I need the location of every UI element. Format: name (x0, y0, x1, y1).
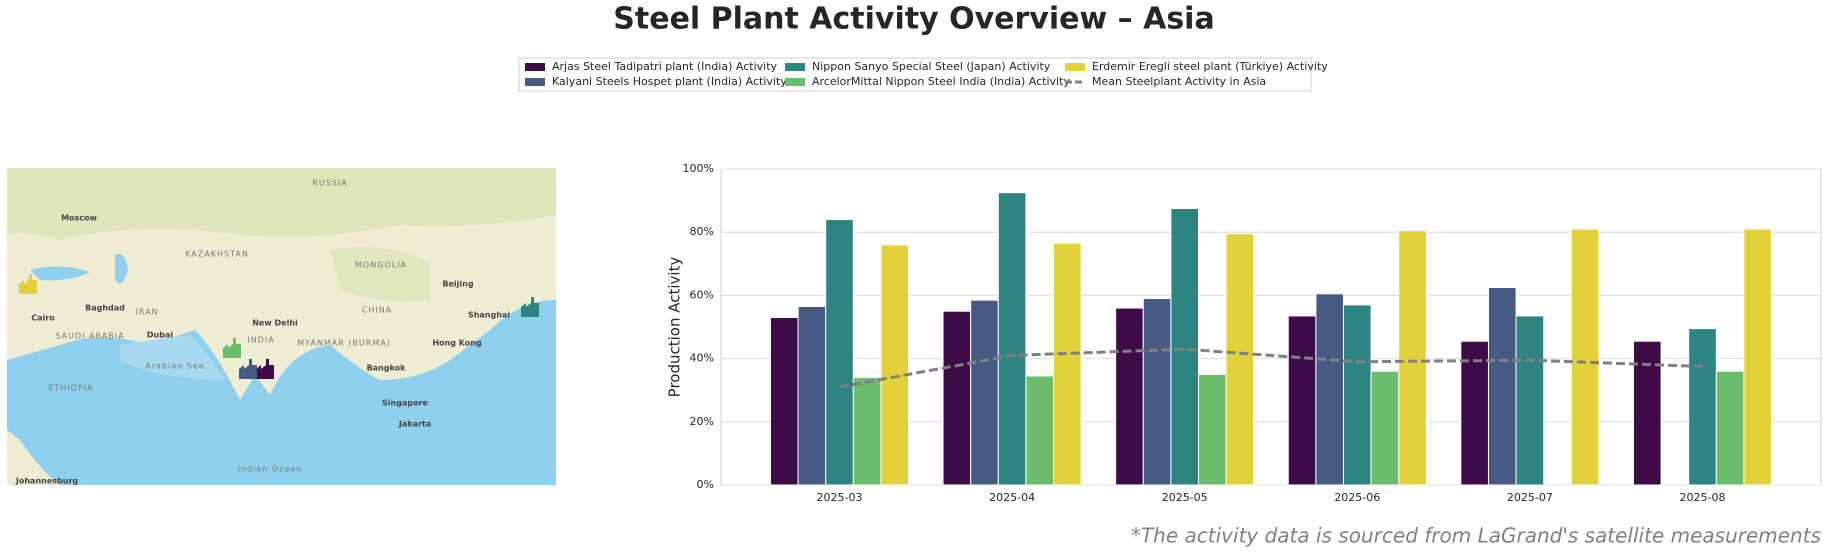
legend-label: ArcelorMittal Nippon Steel India (India)… (812, 75, 1070, 88)
map-label: Cairo (31, 314, 55, 323)
bar (997, 192, 1027, 486)
bar (1487, 287, 1517, 486)
map-label: Baghdad (85, 304, 125, 313)
legend-label: Mean Steelplant Activity in Asia (1092, 75, 1266, 88)
plant-icon (521, 297, 539, 317)
map-label: SAUDI ARABIA (55, 332, 124, 341)
map-label: RUSSIA (312, 179, 347, 188)
bar (1287, 315, 1317, 486)
bar (1025, 375, 1055, 486)
bar (1170, 208, 1200, 486)
map-region (330, 246, 430, 302)
map-label: MONGOLIA (355, 261, 407, 270)
legend-swatch (1065, 63, 1085, 71)
y-axis-label: Production Activity (666, 257, 684, 398)
map-caspian (115, 254, 128, 284)
map-label: IRAN (135, 308, 158, 317)
y-tick-label: 40% (690, 352, 714, 365)
y-tick-label: 100% (683, 162, 714, 175)
bar (1743, 228, 1773, 486)
footnote: *The activity data is sourced from LaGra… (1131, 524, 1821, 548)
plant-icon (19, 274, 37, 294)
mean-line (839, 347, 1703, 389)
map-japan (509, 246, 540, 300)
map-label: Bangkok (367, 364, 407, 373)
map-steppe (7, 168, 556, 240)
map-label: MYANMAR (BURMA) (297, 339, 391, 348)
map-arabian-sea (120, 335, 225, 380)
map-label: CHINA (362, 306, 392, 315)
map-label: Arabian Sea (145, 362, 204, 371)
map-label: Hong Kong (432, 339, 482, 348)
map-label: Singapore (382, 399, 428, 408)
x-tick-label: 2025-07 (1507, 491, 1553, 504)
map-label: INDIA (247, 336, 274, 345)
map-label: Dubai (147, 331, 173, 340)
bar (1570, 228, 1600, 486)
y-tick-label: 80% (690, 225, 714, 238)
legend-box (518, 57, 1312, 92)
map-label: KAZAKHSTAN (185, 250, 249, 259)
bar (769, 317, 799, 486)
map-label: New Delhi (252, 319, 298, 328)
bar (1370, 370, 1400, 486)
map: RUSSIA Moscow KAZAKHSTAN MONGOLIA Beijing CHI… (7, 168, 556, 486)
x-tick-label: 2025-06 (1334, 491, 1380, 504)
bar (942, 310, 972, 486)
bar (1715, 370, 1745, 486)
bar (1142, 298, 1172, 486)
y-tick-label: 60% (690, 288, 714, 301)
bar (1315, 293, 1344, 486)
x-tick-label: 2025-03 (817, 491, 863, 504)
legend-label: Arjas Steel Tadipatri plant (India) Acti… (552, 60, 778, 73)
map-label: Moscow (61, 214, 97, 223)
plant-icon (256, 359, 274, 379)
y-tick-label: 20% (690, 415, 714, 428)
map-label: ETHIOPIA (48, 384, 93, 393)
plant-icon (223, 338, 241, 358)
map-label: Shanghai (468, 311, 510, 320)
bar (970, 299, 999, 486)
plant-icon (239, 359, 257, 379)
plant-icons (19, 274, 539, 379)
bar (825, 219, 854, 486)
bar (1198, 373, 1227, 486)
bar (1688, 328, 1717, 486)
legend-label: Kalyani Steels Hospet plant (India) Acti… (552, 75, 787, 88)
y-tick-label: 0% (697, 478, 714, 491)
map-label: Johannesburg (15, 477, 79, 486)
legend-swatch (525, 78, 545, 86)
bar (880, 244, 910, 486)
bar (852, 377, 882, 486)
legend-swatch (525, 63, 545, 71)
map-label: Indian Ocean (238, 465, 303, 474)
bar (1342, 304, 1372, 486)
map-label: Beijing (442, 280, 473, 289)
x-tick-label: 2025-05 (1162, 491, 1208, 504)
bar (1225, 233, 1255, 486)
x-tick-label: 2025-08 (1680, 491, 1726, 504)
legend-label: Erdemir Eregli steel plant (Türkiye) Act… (1092, 60, 1328, 73)
legend-swatch (785, 78, 805, 86)
map-label: Jakarta (398, 420, 431, 429)
chart-title: Steel Plant Activity Overview – Asia (613, 2, 1214, 37)
bar (797, 305, 827, 486)
bar (1115, 307, 1144, 486)
bar (1398, 230, 1427, 486)
x-tick-label: 2025-04 (989, 491, 1035, 504)
bar (1053, 242, 1082, 486)
legend-swatch (785, 63, 805, 71)
bar (1460, 340, 1489, 486)
legend-label: Nippon Sanyo Special Steel (Japan) Activ… (812, 60, 1051, 73)
map-black-sea (30, 266, 90, 281)
bar (1515, 315, 1545, 486)
